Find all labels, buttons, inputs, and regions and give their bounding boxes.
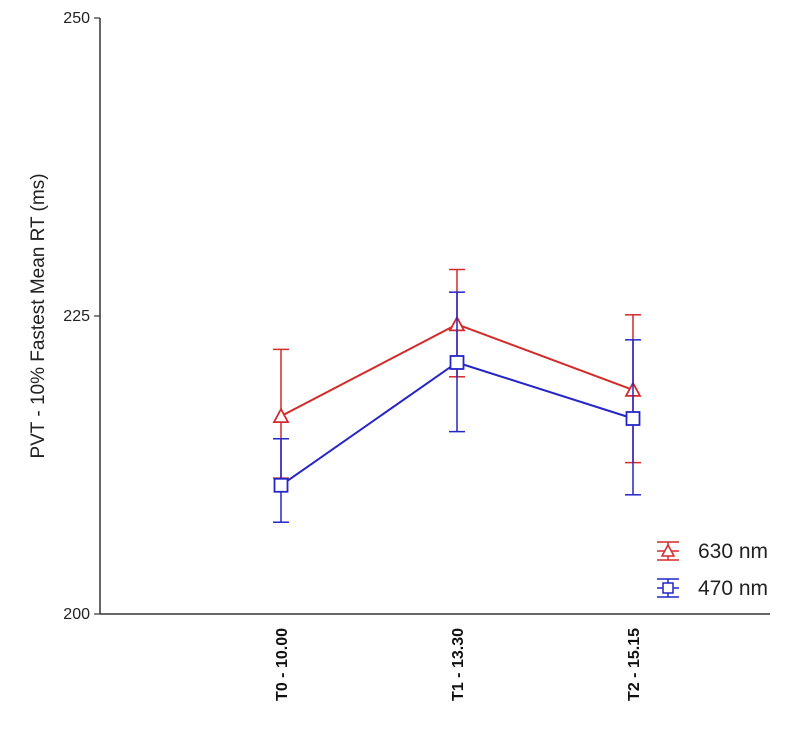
y-tick-label: 225 <box>63 308 90 325</box>
data-point-square <box>449 355 465 370</box>
y-axis-title: PVT - 10% Fastest Mean RT (ms) <box>28 173 49 458</box>
legend-square-icon <box>662 582 674 594</box>
x-tick-label: T2 - 15.15 <box>626 628 643 701</box>
legend-item: 630 nm <box>657 540 768 563</box>
legend-label: 630 nm <box>698 540 768 563</box>
series-layer <box>272 268 642 523</box>
data-point-triangle <box>272 407 290 424</box>
legend-triangle-icon <box>660 543 676 557</box>
y-tick-label: 200 <box>63 606 90 623</box>
x-tick-label: T1 - 13.30 <box>450 628 467 701</box>
series-1 <box>273 291 641 523</box>
legend-label: 470 nm <box>698 577 768 600</box>
x-tick-labels: T0 - 10.00 T1 - 13.30 T2 - 15.15 <box>274 628 643 701</box>
legend: 630 nm 470 nm <box>657 540 768 600</box>
data-point-square <box>273 477 289 493</box>
legend-item: 470 nm <box>657 577 768 600</box>
y-tick-label: 250 <box>63 10 90 27</box>
data-point-square <box>625 411 641 426</box>
x-tick-label: T0 - 10.00 <box>274 628 291 701</box>
y-ticks: 200 225 250 <box>63 10 100 623</box>
